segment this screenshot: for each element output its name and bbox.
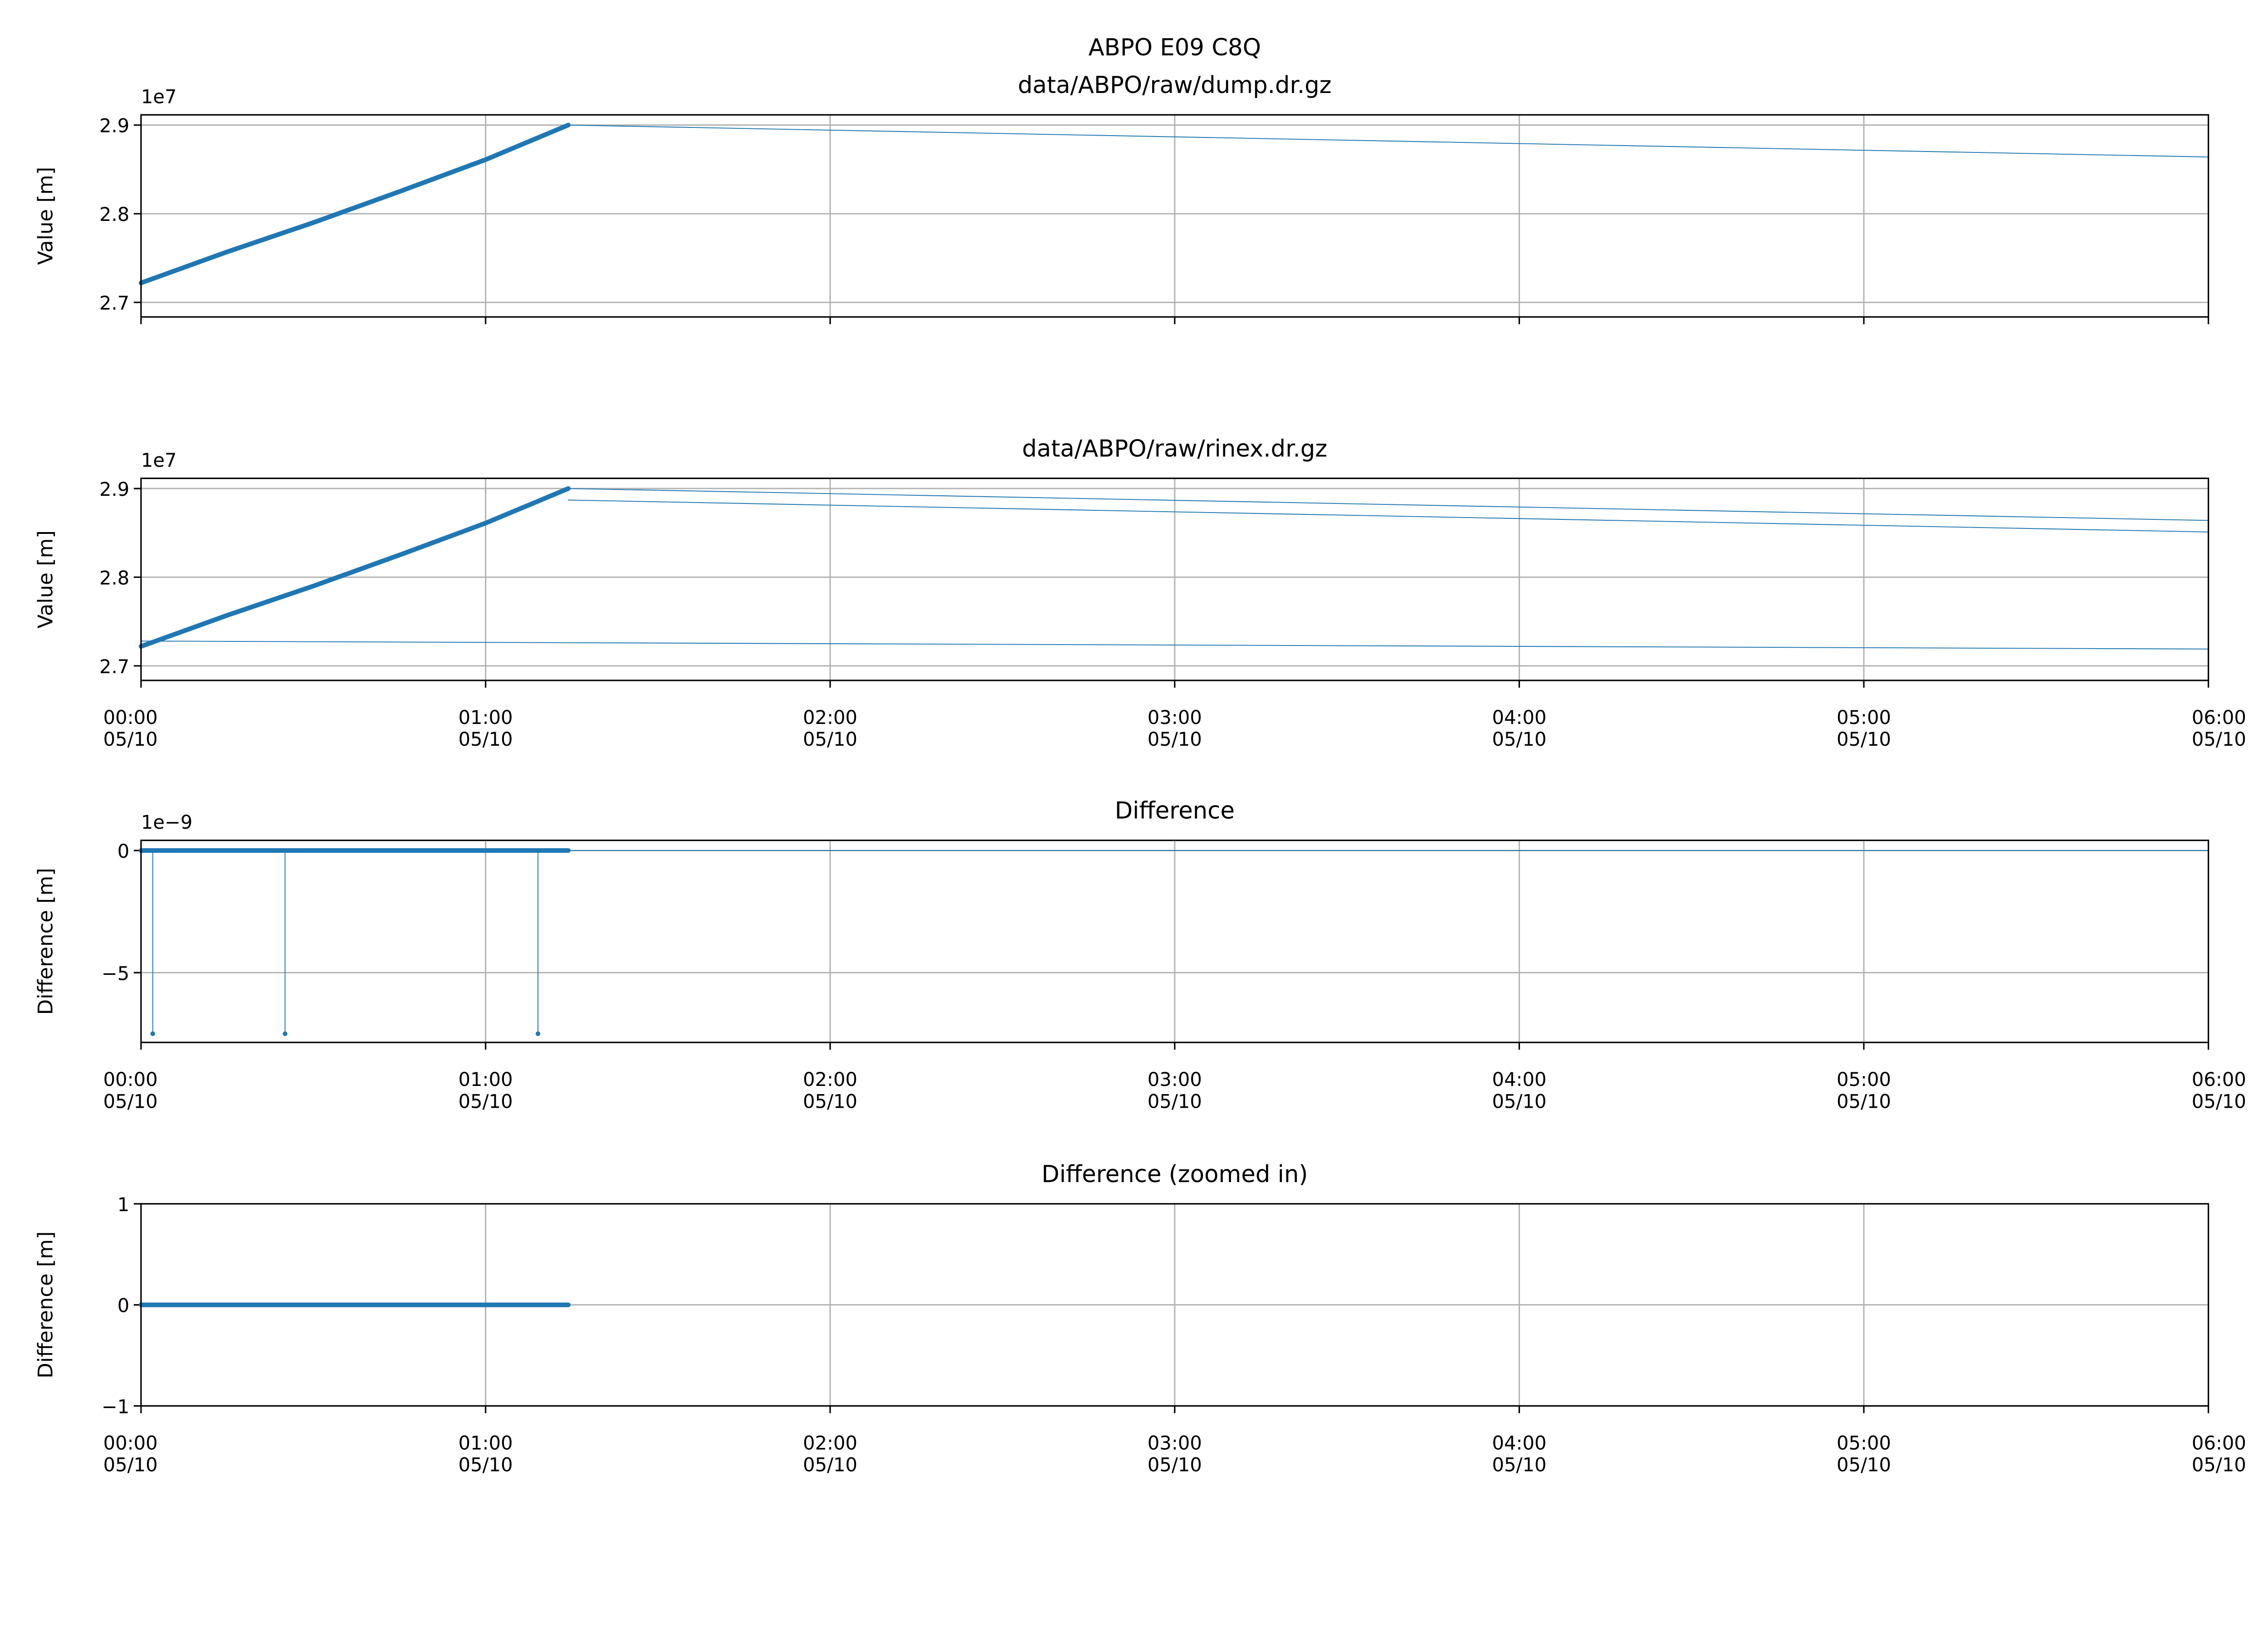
subplot-2: 00:0005/1001:0005/1002:0005/1003:0005/10…: [33, 435, 2246, 750]
y-tick-label: −5: [102, 962, 129, 984]
x-tick-label-time: 05:00: [1837, 706, 1891, 728]
series-line-3: [567, 499, 2209, 533]
x-tick-label-date: 05/10: [1148, 728, 1202, 750]
x-tick-label-time: 06:00: [2192, 706, 2246, 728]
x-tick-label-time: 06:00: [2192, 1068, 2246, 1090]
axes-frame: [140, 1203, 2209, 1407]
x-tick-label-time: 04:00: [1492, 706, 1546, 728]
x-tick-label-time: 02:00: [803, 1068, 857, 1090]
y-tick-label: 0: [117, 1295, 130, 1317]
x-tick-label-date: 05/10: [1837, 1454, 1891, 1476]
x-tick-label-time: 06:00: [2192, 1432, 2246, 1454]
x-tick-label-time: 00:00: [103, 1432, 158, 1454]
offset-text: 1e7: [141, 449, 177, 471]
x-tick-label-date: 05/10: [1148, 1090, 1202, 1112]
x-tick-label-date: 05/10: [1492, 1090, 1546, 1112]
figure-title: ABPO E09 C8Q: [1088, 34, 1261, 61]
x-tick-label-time: 04:00: [1492, 1068, 1546, 1090]
x-tick-label-time: 02:00: [803, 706, 857, 728]
x-tick-label-date: 05/10: [458, 1090, 513, 1112]
x-tick-label-time: 04:00: [1492, 1432, 1546, 1454]
x-tick-label-date: 05/10: [803, 1090, 857, 1112]
x-tick-label-time: 05:00: [1837, 1068, 1891, 1090]
offset-text: 1e7: [141, 86, 177, 108]
x-tick-label-date: 05/10: [803, 1454, 857, 1476]
axes-frame: [140, 477, 2209, 681]
y-tick-label: 2.8: [99, 203, 129, 225]
subplot-title: Difference (zoomed in): [1041, 1161, 1308, 1188]
x-tick-label-date: 05/10: [103, 728, 158, 750]
x-tick-label-date: 05/10: [1492, 728, 1546, 750]
y-tick-label: 1: [117, 1193, 130, 1216]
subplot-4: 00:0005/1001:0005/1002:0005/1003:0005/10…: [33, 1161, 2246, 1476]
y-tick-label: 0: [117, 840, 130, 862]
spike-point: [150, 1031, 155, 1036]
y-tick-label: 2.9: [99, 115, 129, 137]
axes-group: 2.7 2.8 2.9 data/ABPO/raw/dump.dr.gz 1e7 Valu…: [33, 72, 2246, 1476]
series-line-4: [140, 640, 2209, 650]
x-tick-label-date: 05/10: [1148, 1454, 1202, 1476]
figure: ABPO E09 C8Q 2.7 2.8 2.9 data/ABPO/raw/dump…: [0, 0, 2268, 1512]
x-tick-label-date: 05/10: [2192, 728, 2246, 750]
series-line-1: [138, 122, 571, 285]
y-axis-label: Difference [m]: [33, 868, 57, 1015]
x-tick-label-time: 03:00: [1148, 1068, 1202, 1090]
series-line-2: [567, 124, 2209, 158]
spike-point: [535, 1031, 541, 1036]
figure-background: [0, 0, 2268, 1512]
y-tick-label: 2.9: [99, 478, 129, 500]
series-line-1: [138, 486, 571, 649]
x-tick-label-date: 05/10: [2192, 1454, 2246, 1476]
x-tick-label-time: 05:00: [1837, 1432, 1891, 1454]
subplot-title: data/ABPO/raw/rinex.dr.gz: [1022, 435, 1327, 462]
x-tick-label-time: 03:00: [1148, 706, 1202, 728]
subplot-3: 00:0005/1001:0005/1002:0005/1003:0005/10…: [33, 797, 2246, 1112]
x-tick-label-date: 05/10: [1837, 728, 1891, 750]
offset-text: 1e−9: [141, 811, 193, 833]
y-axis-label: Value [m]: [33, 167, 57, 265]
axes-frame: [140, 114, 2209, 318]
x-tick-label-time: 00:00: [103, 706, 158, 728]
x-tick-label-time: 00:00: [103, 1068, 158, 1090]
subplot-1: 2.7 2.8 2.9 data/ABPO/raw/dump.dr.gz 1e7 Valu…: [33, 72, 2209, 324]
y-axis-label: Difference [m]: [33, 1231, 57, 1378]
x-tick-label-date: 05/10: [103, 1090, 158, 1112]
x-tick-label-date: 05/10: [1492, 1454, 1546, 1476]
x-tick-label-date: 05/10: [803, 728, 857, 750]
x-tick-label-time: 01:00: [458, 706, 513, 728]
y-tick-label: −1: [102, 1395, 129, 1418]
subplot-title: data/ABPO/raw/dump.dr.gz: [1018, 72, 1332, 99]
x-tick-label-time: 01:00: [458, 1068, 513, 1090]
x-tick-label-date: 05/10: [2192, 1090, 2246, 1112]
axes-frame: [140, 839, 2209, 1043]
x-tick-label-time: 03:00: [1148, 1432, 1202, 1454]
y-tick-label: 2.7: [99, 292, 129, 314]
x-tick-label-time: 02:00: [803, 1432, 857, 1454]
spike-point: [283, 1031, 288, 1036]
subplot-title: Difference: [1115, 797, 1235, 824]
y-axis-label: Value [m]: [33, 530, 57, 628]
x-tick-label-date: 05/10: [458, 728, 513, 750]
series-line-2: [567, 488, 2209, 521]
x-tick-label-date: 05/10: [103, 1454, 158, 1476]
x-tick-label-date: 05/10: [1837, 1090, 1891, 1112]
x-tick-label-time: 01:00: [458, 1432, 513, 1454]
y-tick-label: 2.7: [99, 655, 129, 678]
y-tick-label: 2.8: [99, 567, 129, 589]
x-tick-label-date: 05/10: [458, 1454, 513, 1476]
